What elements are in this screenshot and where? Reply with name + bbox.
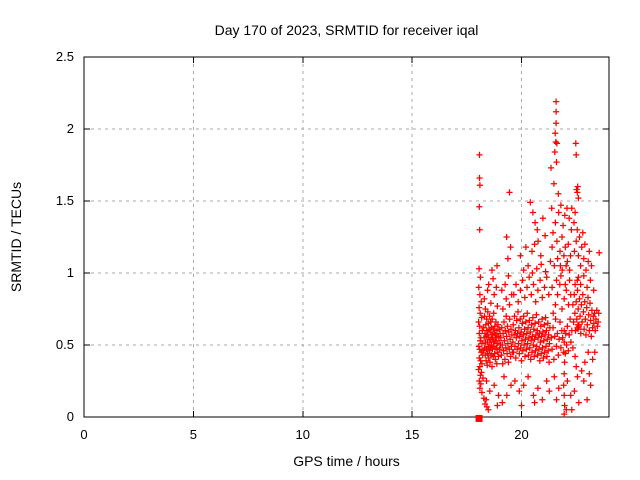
y-tick-label: 1 (66, 265, 74, 280)
y-tick-label: 2 (66, 121, 74, 136)
x-tick-label: 15 (404, 427, 420, 442)
y-tick-label: 0 (66, 409, 74, 424)
scatter-points-SRMTID (475, 98, 603, 418)
x-axis-label: GPS time / hours (293, 453, 400, 469)
plot-border (83, 56, 610, 418)
y-tick-label: 0.5 (55, 337, 74, 352)
x-tick-label: 0 (80, 427, 88, 442)
filled-square-marker (475, 414, 483, 422)
x-tick-label: 5 (189, 427, 197, 442)
x-tick-label: 20 (514, 427, 529, 442)
y-tick-label: 2.5 (55, 49, 74, 64)
chart-title: Day 170 of 2023, SRMTID for receiver iqa… (214, 22, 479, 38)
y-tick-label: 1.5 (55, 193, 74, 208)
x-tick-label: 10 (295, 427, 310, 442)
